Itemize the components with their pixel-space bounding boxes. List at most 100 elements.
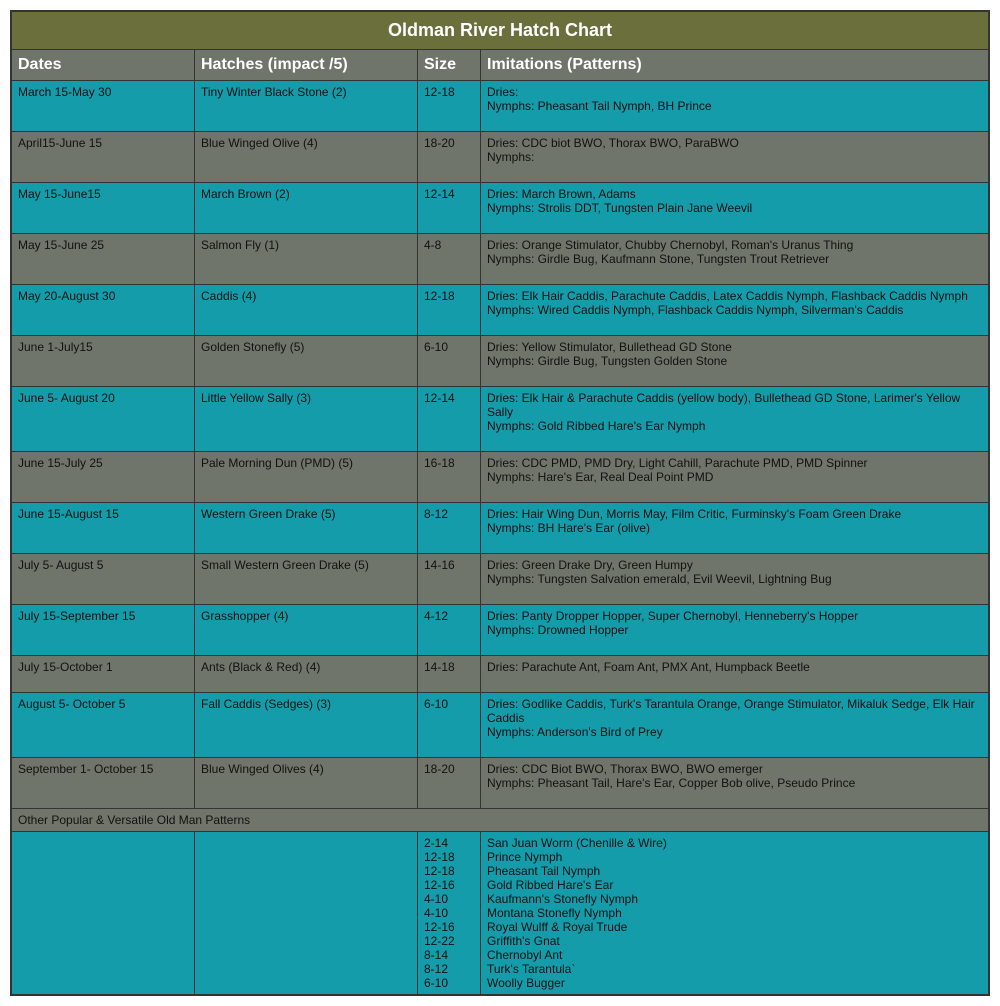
dries-line: Dries: Yellow Stimulator, Bullethead GD … [487, 340, 982, 354]
cell-dates: July 5- August 5 [11, 554, 195, 605]
dries-line: Dries: [487, 85, 982, 99]
cell-imitations: Dries: Green Drake Dry, Green HumpyNymph… [481, 554, 990, 605]
cell-hatch: Blue Winged Olives (4) [195, 758, 418, 809]
versatile-sizes-cell: 2-1412-1812-1812-164-104-1012-1612-228-1… [418, 832, 481, 996]
nymphs-line: Nymphs: Strolis DDT, Tungsten Plain Jane… [487, 201, 982, 215]
header-row: Dates Hatches (impact /5) Size Imitation… [11, 50, 989, 81]
cell-size: 6-10 [418, 336, 481, 387]
header-dates: Dates [11, 50, 195, 81]
cell-size: 12-14 [418, 183, 481, 234]
cell-size: 14-16 [418, 554, 481, 605]
table-row: May 15-June 25Salmon Fly (1)4-8Dries: Or… [11, 234, 989, 285]
cell-imitations: Dries: Elk Hair & Parachute Caddis (yell… [481, 387, 990, 452]
cell-size: 18-20 [418, 758, 481, 809]
versatile-pattern: Montana Stonefly Nymph [487, 906, 982, 920]
dries-line: Dries: Panty Dropper Hopper, Super Chern… [487, 609, 982, 623]
cell-hatch: Blue Winged Olive (4) [195, 132, 418, 183]
dries-line: Dries: March Brown, Adams [487, 187, 982, 201]
cell-hatch: Pale Morning Dun (PMD) (5) [195, 452, 418, 503]
nymphs-line: Nymphs: [487, 150, 982, 164]
table-row: September 1- October 15Blue Winged Olive… [11, 758, 989, 809]
versatile-size: 12-18 [424, 850, 474, 864]
header-hatches: Hatches (impact /5) [195, 50, 418, 81]
cell-imitations: Dries: Hair Wing Dun, Morris May, Film C… [481, 503, 990, 554]
dries-line: Dries: Elk Hair Caddis, Parachute Caddis… [487, 289, 982, 303]
cell-imitations: Dries: Parachute Ant, Foam Ant, PMX Ant,… [481, 656, 990, 693]
versatile-pattern: Prince Nymph [487, 850, 982, 864]
dries-line: Dries: CDC PMD, PMD Dry, Light Cahill, P… [487, 456, 982, 470]
cell-imitations: Dries: CDC PMD, PMD Dry, Light Cahill, P… [481, 452, 990, 503]
versatile-size: 12-18 [424, 864, 474, 878]
title-row: Oldman River Hatch Chart [11, 11, 989, 50]
cell-hatch: Golden Stonefly (5) [195, 336, 418, 387]
versatile-blank-hatches [195, 832, 418, 996]
cell-size: 8-12 [418, 503, 481, 554]
cell-dates: April15-June 15 [11, 132, 195, 183]
versatile-pattern: Royal Wulff & Royal Trude [487, 920, 982, 934]
cell-dates: May 20-August 30 [11, 285, 195, 336]
dries-line: Dries: CDC Biot BWO, Thorax BWO, BWO eme… [487, 762, 982, 776]
cell-imitations: Dries: March Brown, AdamsNymphs: Strolis… [481, 183, 990, 234]
versatile-size: 8-14 [424, 948, 474, 962]
cell-hatch: Caddis (4) [195, 285, 418, 336]
cell-hatch: Little Yellow Sally (3) [195, 387, 418, 452]
cell-dates: May 15-June15 [11, 183, 195, 234]
nymphs-line: Nymphs: Drowned Hopper [487, 623, 982, 637]
cell-size: 14-18 [418, 656, 481, 693]
versatile-pattern: Turk's Tarantula` [487, 962, 982, 976]
table-row: June 15-July 25Pale Morning Dun (PMD) (5… [11, 452, 989, 503]
versatile-pattern: Griffith's Gnat [487, 934, 982, 948]
nymphs-line: Nymphs: Pheasant Tail Nymph, BH Prince [487, 99, 982, 113]
cell-hatch: Tiny Winter Black Stone (2) [195, 81, 418, 132]
table-row: May 20-August 30Caddis (4)12-18Dries: El… [11, 285, 989, 336]
cell-hatch: Grasshopper (4) [195, 605, 418, 656]
versatile-size: 4-10 [424, 906, 474, 920]
table-row: June 5- August 20Little Yellow Sally (3)… [11, 387, 989, 452]
nymphs-line: Nymphs: Anderson's Bird of Prey [487, 725, 982, 739]
cell-size: 4-8 [418, 234, 481, 285]
versatile-pattern: Kaufmann's Stonefly Nymph [487, 892, 982, 906]
table-row: June 15-August 15Western Green Drake (5)… [11, 503, 989, 554]
cell-hatch: Western Green Drake (5) [195, 503, 418, 554]
dries-line: Dries: Godlike Caddis, Turk's Tarantula … [487, 697, 982, 725]
table-row: March 15-May 30Tiny Winter Black Stone (… [11, 81, 989, 132]
table-row: May 15-June15March Brown (2)12-14Dries: … [11, 183, 989, 234]
nymphs-line: Nymphs: Wired Caddis Nymph, Flashback Ca… [487, 303, 982, 317]
cell-hatch: Salmon Fly (1) [195, 234, 418, 285]
dries-line: Dries: CDC biot BWO, Thorax BWO, ParaBWO [487, 136, 982, 150]
table-row: July 5- August 5Small Western Green Drak… [11, 554, 989, 605]
versatile-size: 8-12 [424, 962, 474, 976]
cell-imitations: Dries: Yellow Stimulator, Bullethead GD … [481, 336, 990, 387]
table-row: July 15-October 1Ants (Black & Red) (4)1… [11, 656, 989, 693]
versatile-pattern: Chernobyl Ant [487, 948, 982, 962]
chart-title: Oldman River Hatch Chart [11, 11, 989, 50]
versatile-patterns-row: 2-1412-1812-1812-164-104-1012-1612-228-1… [11, 832, 989, 996]
cell-dates: June 5- August 20 [11, 387, 195, 452]
table-row: April15-June 15Blue Winged Olive (4)18-2… [11, 132, 989, 183]
nymphs-line: Nymphs: BH Hare's Ear (olive) [487, 521, 982, 535]
cell-dates: June 15-August 15 [11, 503, 195, 554]
cell-size: 18-20 [418, 132, 481, 183]
versatile-size: 6-10 [424, 976, 474, 990]
cell-hatch: Fall Caddis (Sedges) (3) [195, 693, 418, 758]
other-patterns-row: Other Popular & Versatile Old Man Patter… [11, 809, 989, 832]
versatile-patterns-cell: San Juan Worm (Chenille & Wire)Prince Ny… [481, 832, 990, 996]
cell-imitations: Dries: Elk Hair Caddis, Parachute Caddis… [481, 285, 990, 336]
nymphs-line: Nymphs: Gold Ribbed Hare's Ear Nymph [487, 419, 982, 433]
nymphs-line: Nymphs: Tungsten Salvation emerald, Evil… [487, 572, 982, 586]
cell-size: 4-12 [418, 605, 481, 656]
cell-size: 16-18 [418, 452, 481, 503]
nymphs-line: Nymphs: Girdle Bug, Kaufmann Stone, Tung… [487, 252, 982, 266]
versatile-size: 12-22 [424, 934, 474, 948]
nymphs-line: Nymphs: Girdle Bug, Tungsten Golden Ston… [487, 354, 982, 368]
cell-dates: September 1- October 15 [11, 758, 195, 809]
dries-line: Dries: Parachute Ant, Foam Ant, PMX Ant,… [487, 660, 982, 674]
versatile-size: 4-10 [424, 892, 474, 906]
cell-dates: June 15-July 25 [11, 452, 195, 503]
cell-size: 12-18 [418, 81, 481, 132]
nymphs-line: Nymphs: Pheasant Tail, Hare's Ear, Coppe… [487, 776, 982, 790]
versatile-pattern: Pheasant Tail Nymph [487, 864, 982, 878]
cell-imitations: Dries: CDC biot BWO, Thorax BWO, ParaBWO… [481, 132, 990, 183]
versatile-pattern: Gold Ribbed Hare's Ear [487, 878, 982, 892]
cell-dates: August 5- October 5 [11, 693, 195, 758]
